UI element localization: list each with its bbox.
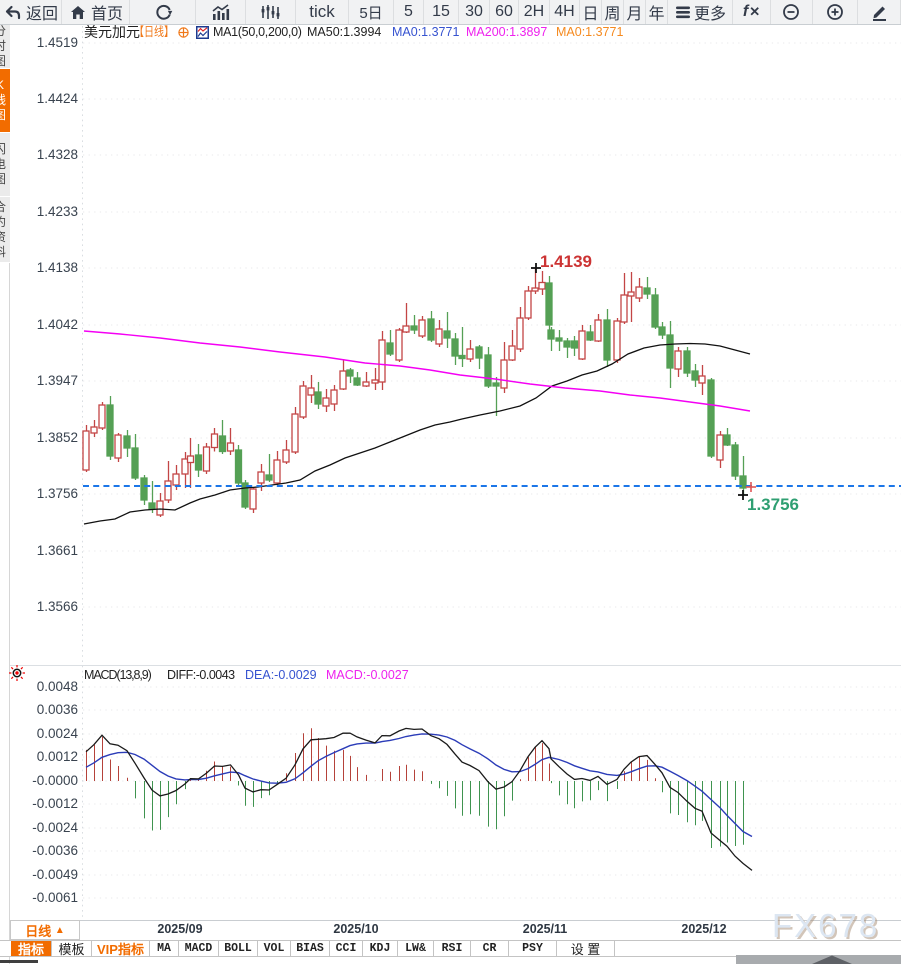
- svg-text:0.0036: 0.0036: [37, 702, 78, 717]
- svg-text:1.4424: 1.4424: [37, 91, 79, 106]
- svg-text:-0.0061: -0.0061: [32, 890, 78, 905]
- svg-text:1.3852: 1.3852: [37, 430, 78, 445]
- svg-text:1.3756: 1.3756: [747, 495, 799, 514]
- svg-text:-0.0049: -0.0049: [32, 867, 78, 882]
- svg-text:-0.0000: -0.0000: [32, 773, 78, 788]
- svg-text:1.4139: 1.4139: [540, 252, 592, 271]
- svg-text:1.3947: 1.3947: [37, 373, 78, 388]
- svg-text:1.4519: 1.4519: [37, 35, 78, 50]
- svg-text:-0.0012: -0.0012: [32, 796, 78, 811]
- svg-text:1.4328: 1.4328: [37, 147, 78, 162]
- svg-text:1.4138: 1.4138: [37, 260, 78, 275]
- svg-text:0.0012: 0.0012: [37, 749, 78, 764]
- svg-text:0.0024: 0.0024: [37, 726, 79, 741]
- svg-text:0.0048: 0.0048: [37, 679, 78, 694]
- svg-text:-0.0024: -0.0024: [32, 820, 78, 835]
- svg-text:1.3661: 1.3661: [37, 543, 78, 558]
- svg-text:1.4042: 1.4042: [37, 317, 78, 332]
- svg-text:1.3566: 1.3566: [37, 599, 78, 614]
- svg-text:-0.0036: -0.0036: [32, 843, 78, 858]
- svg-text:1.3756: 1.3756: [37, 486, 78, 501]
- svg-text:1.4233: 1.4233: [37, 204, 78, 219]
